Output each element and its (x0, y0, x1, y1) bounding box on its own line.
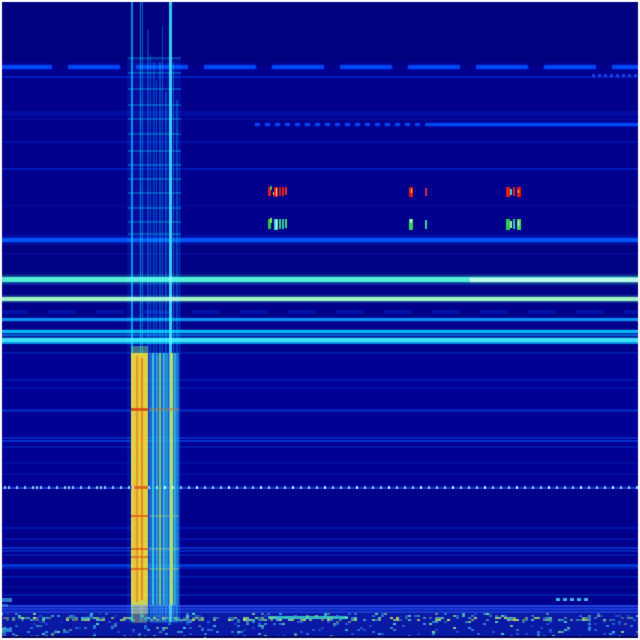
spectrogram-viewer (0, 0, 640, 640)
spectrogram-heatmap-canvas (0, 0, 640, 640)
